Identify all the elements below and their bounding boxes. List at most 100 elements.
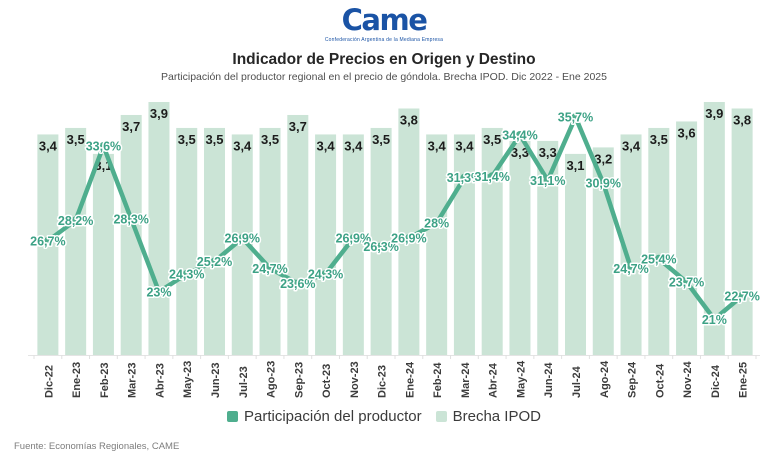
line-point-Ene-25: [738, 291, 747, 300]
bar-value-label-Nov-23: 3,4: [344, 138, 363, 153]
line-point-Ago-24: [599, 179, 608, 188]
line-point-Oct-23: [321, 269, 330, 278]
bar-Feb-23: [92, 153, 114, 355]
line-point-Nov-24: [682, 278, 691, 287]
bar-value-label-Oct-24: 3,5: [650, 132, 668, 147]
x-axis-label-Nov-24: Nov-24: [682, 360, 694, 398]
line-point-Ene-24: [404, 234, 413, 243]
bar-value-label-May-23: 3,5: [178, 132, 196, 147]
x-axis-label-Feb-24: Feb-24: [432, 362, 444, 398]
line-value-label-May-23: 24,3%: [169, 267, 204, 281]
line-value-label-Sep-23: 23,6%: [280, 277, 315, 291]
bar-value-label-Mar-23: 3,7: [122, 119, 140, 134]
x-axis-label-Dic-23: Dic-23: [377, 365, 389, 398]
came-logo: Came Confederación Argentina de la Media…: [0, 3, 768, 44]
bar-Nov-23: [342, 134, 364, 355]
line-point-Jul-23: [238, 234, 247, 243]
x-axis-label-May-23: May-23: [182, 361, 194, 398]
x-axis-label-Sep-24: Sep-24: [627, 361, 639, 398]
x-axis-label-Ene-23: Ene-23: [71, 362, 83, 398]
x-axis-label-Jun-24: Jun-24: [543, 362, 555, 398]
line-value-label-Dic-23: 26,3%: [363, 240, 398, 254]
bar-value-label-Dic-22: 3,4: [39, 138, 58, 153]
bar-Feb-24: [426, 134, 448, 355]
chart-subtitle: Participación del productor regional en …: [161, 71, 607, 83]
line-value-label-Ene-23: 28,2%: [58, 214, 93, 228]
legend-swatch-brecha-ipod: [435, 410, 447, 422]
bar-value-label-Ago-23: 3,5: [261, 132, 279, 147]
x-axis-label-Jul-23: Jul-23: [238, 366, 250, 398]
x-axis-label-Feb-23: Feb-23: [99, 363, 111, 398]
line-point-Nov-23: [349, 234, 358, 243]
bar-Oct-24: [648, 127, 670, 355]
x-axis-label-Abr-23: Abr-23: [154, 363, 166, 398]
x-axis-label-Ene-25: Ene-25: [738, 362, 750, 398]
line-value-label-Nov-23: 26,9%: [336, 232, 371, 246]
bar-Nov-24: [676, 121, 698, 355]
bar-value-label-Sep-23: 3,7: [289, 119, 307, 134]
line-point-Jul-24: [571, 113, 580, 122]
x-axis-label-Dic-22: Dic-22: [43, 365, 55, 398]
bar-Jul-24: [565, 153, 586, 355]
line-value-label-Mar-24: 31,3%: [447, 171, 482, 185]
bar-Mar-23: [120, 114, 142, 355]
line-value-label-Sep-24: 24,7%: [613, 262, 648, 276]
bar-Abr-24: [481, 127, 503, 355]
x-axis-label-Jun-23: Jun-23: [210, 363, 222, 398]
line-value-label-Jun-24: 31,1%: [530, 174, 565, 188]
line-point-Jun-23: [210, 257, 219, 266]
legend-item-producer-share: Participación del productor: [227, 408, 422, 425]
x-axis-label-Jul-24: Jul-24: [571, 365, 583, 398]
x-axis-label-Mar-23: Mar-23: [127, 363, 139, 398]
x-axis-label-Abr-24: Abr-24: [488, 362, 500, 398]
line-point-Jun-24: [543, 176, 552, 185]
bar-Ene-24: [398, 108, 420, 355]
line-point-Abr-24: [488, 172, 497, 181]
bar-value-label-Dic-24: 3,9: [705, 106, 723, 121]
line-point-Dic-22: [43, 236, 52, 245]
bar-value-label-Abr-23: 3,9: [150, 106, 168, 121]
line-value-label-Feb-24: 28%: [424, 217, 449, 231]
line-value-label-Ene-24: 26,9%: [391, 232, 426, 246]
bar-value-label-Sep-24: 3,4: [622, 138, 641, 153]
bar-Jul-23: [231, 134, 253, 355]
line-point-Oct-24: [654, 254, 663, 263]
bar-May-24: [509, 140, 531, 355]
bar-Ene-25: [731, 108, 753, 355]
x-axis-label-Oct-23: Oct-23: [321, 364, 333, 398]
bar-Jun-23: [204, 127, 225, 355]
line-point-Mar-23: [127, 214, 136, 223]
line-value-label-Jul-24: 35,7%: [558, 111, 593, 125]
bar-value-label-Oct-23: 3,4: [317, 138, 336, 153]
line-point-Dic-23: [377, 242, 386, 251]
bar-Ene-23: [65, 127, 87, 355]
line-value-label-Oct-24: 25,4%: [641, 252, 676, 266]
bar-Mar-24: [453, 134, 475, 355]
line-point-Feb-24: [432, 219, 441, 227]
line-value-label-May-24: 34,4%: [502, 129, 537, 143]
bar-value-label-Jun-23: 3,5: [205, 132, 223, 147]
chart-legend: Participación del productor Brecha IPOD: [0, 404, 768, 428]
bar-value-label-Jun-24: 3,3: [539, 145, 557, 160]
x-axis-label-Ago-23: Ago-23: [266, 361, 278, 398]
x-axis-label-May-24: May-24: [515, 360, 527, 398]
x-axis-label-Dic-24: Dic-24: [710, 364, 722, 398]
bar-value-label-Mar-24: 3,4: [455, 138, 474, 153]
came-wordmark: Came: [341, 3, 428, 37]
line-point-Dic-24: [710, 315, 719, 324]
came-tagline: Confederación Argentina de la Mediana Em…: [324, 37, 444, 43]
x-axis-label-Nov-23: Nov-23: [349, 361, 361, 398]
bar-value-label-Ago-24: 3,2: [594, 151, 612, 166]
line-value-label-Ago-24: 30,9%: [586, 177, 621, 191]
bar-Jun-24: [537, 140, 559, 355]
source-note: Fuente: Economías Regionales, CAME: [14, 441, 180, 452]
bar-value-label-Ene-23: 3,5: [67, 132, 85, 147]
line-value-label-Ene-25: 22,7%: [724, 289, 759, 303]
bar-Ago-23: [259, 127, 281, 355]
bar-Oct-23: [315, 134, 337, 355]
line-value-label-Ago-23: 24,7%: [252, 262, 287, 276]
producer-share-line: [45, 114, 745, 322]
line-value-label-Abr-23: 23%: [146, 285, 171, 299]
line-point-Sep-23: [293, 279, 302, 288]
